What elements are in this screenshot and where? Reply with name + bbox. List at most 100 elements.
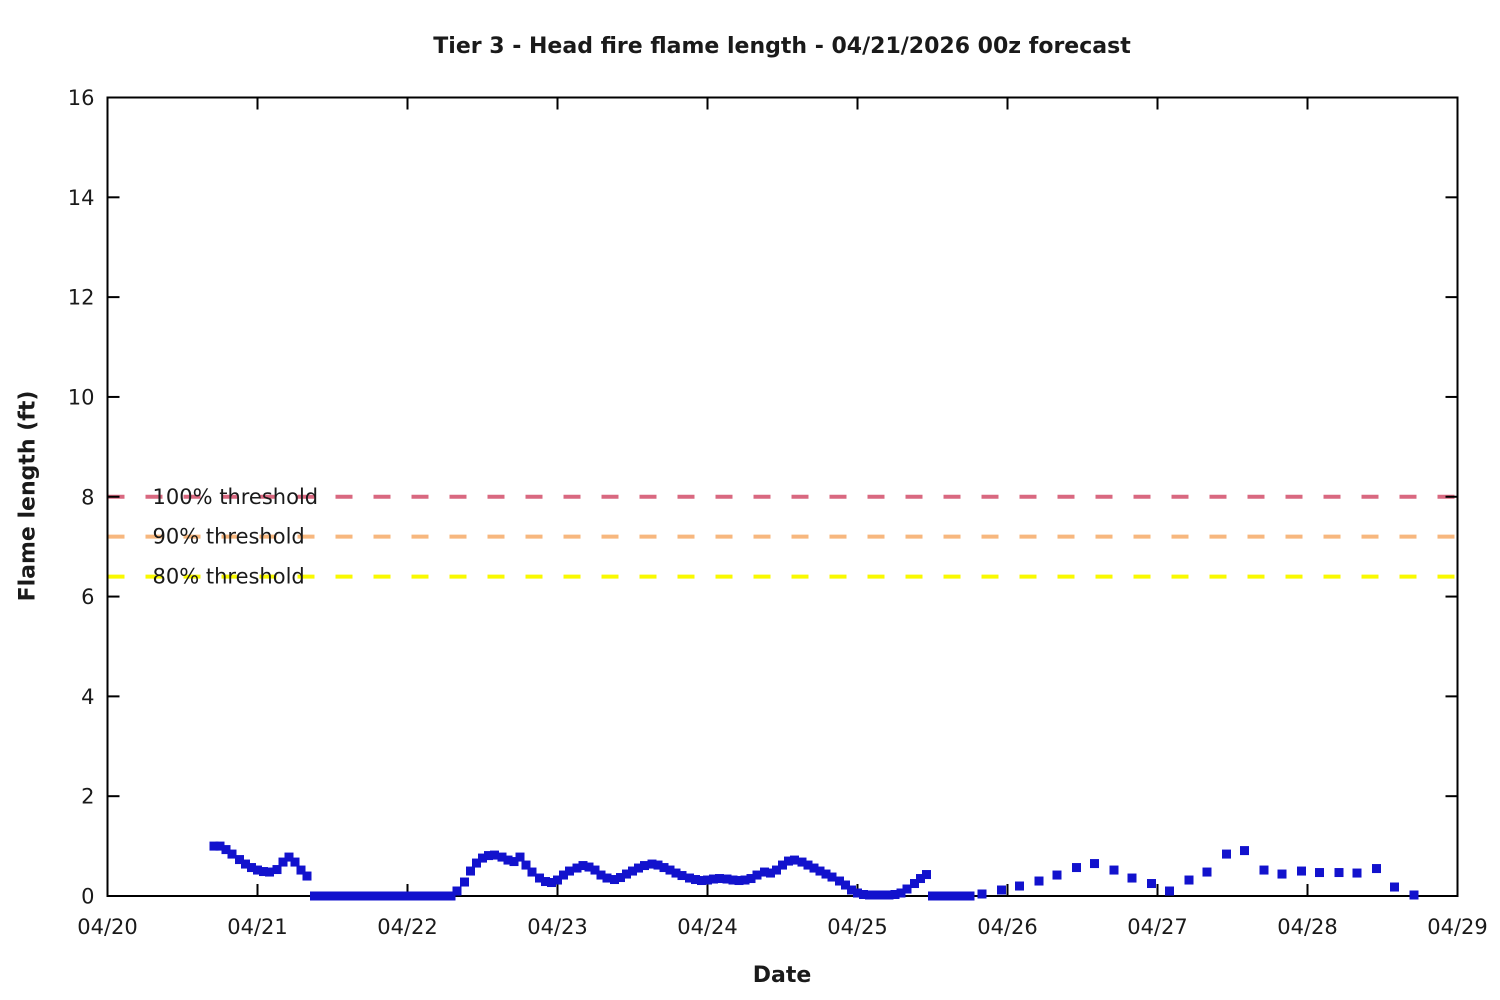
data-point	[1165, 886, 1174, 896]
data-point	[790, 855, 799, 865]
data-point	[916, 874, 925, 884]
data-point	[1109, 865, 1119, 875]
data-point	[1015, 881, 1024, 891]
y-tick-label: 0	[81, 885, 94, 909]
data-point	[728, 875, 738, 885]
data-point	[760, 867, 769, 877]
data-point	[859, 890, 868, 900]
data-point	[677, 871, 687, 881]
data-point	[1334, 868, 1344, 878]
data-point	[497, 852, 507, 862]
data-point	[709, 874, 718, 884]
data-point	[766, 868, 775, 878]
data-point	[1147, 879, 1156, 889]
data-point	[466, 866, 475, 876]
data-point	[559, 870, 568, 880]
data-point	[835, 876, 844, 886]
data-point	[752, 870, 762, 880]
data-point	[1072, 863, 1081, 873]
x-tick-label: 04/26	[977, 915, 1038, 939]
data-point	[884, 890, 894, 900]
data-point	[541, 877, 550, 887]
data-point	[715, 874, 724, 884]
data-point	[527, 867, 537, 877]
x-tick-label: 04/20	[77, 915, 138, 939]
data-point	[778, 860, 787, 870]
data-point	[847, 885, 856, 895]
data-point	[578, 861, 588, 871]
data-point	[665, 865, 675, 875]
data-point	[253, 865, 262, 875]
data-point	[590, 865, 600, 875]
data-point	[302, 871, 312, 881]
data-point	[553, 875, 562, 885]
data-point	[328, 891, 337, 901]
data-point	[697, 876, 706, 886]
data-point	[616, 873, 625, 883]
data-point	[1184, 875, 1194, 885]
data-point	[1297, 866, 1306, 876]
data-point	[221, 845, 231, 855]
data-point	[797, 857, 807, 867]
data-point	[902, 884, 912, 894]
data-point	[1240, 846, 1249, 856]
data-point	[1127, 873, 1137, 883]
data-point	[872, 890, 882, 900]
data-point	[772, 865, 781, 875]
data-point	[235, 855, 244, 865]
data-point	[934, 891, 943, 901]
data-point	[227, 849, 237, 859]
data-point	[827, 872, 837, 882]
data-point	[821, 869, 831, 879]
data-point	[703, 875, 712, 885]
data-point	[997, 885, 1006, 895]
data-point	[340, 891, 349, 901]
data-point	[535, 873, 544, 883]
data-point	[865, 890, 874, 900]
data-point	[653, 860, 663, 870]
data-point	[347, 891, 357, 901]
data-point	[428, 891, 438, 901]
data-point	[1090, 859, 1099, 869]
data-point	[602, 873, 612, 883]
data-point	[947, 891, 957, 901]
data-point	[959, 891, 969, 901]
data-point	[1259, 865, 1269, 875]
data-point	[1034, 876, 1044, 886]
x-tick-label: 04/29	[1427, 915, 1488, 939]
data-point	[940, 891, 949, 901]
data-point	[572, 863, 582, 873]
y-axis-title: Flame length (ft)	[15, 390, 41, 602]
data-point	[965, 891, 975, 901]
data-point	[446, 891, 456, 901]
data-point	[503, 855, 513, 865]
data-point	[841, 880, 850, 890]
data-point	[278, 857, 288, 867]
data-point	[1390, 882, 1399, 892]
data-point	[484, 851, 493, 861]
data-point	[521, 860, 531, 870]
threshold-labels: 100% threshold 90% threshold 80% threshold	[153, 485, 319, 589]
data-point	[691, 875, 700, 885]
x-tick-label: 04/27	[1127, 915, 1188, 939]
data-point	[784, 856, 793, 866]
data-point	[878, 890, 888, 900]
data-point	[353, 891, 363, 901]
data-point	[610, 875, 619, 885]
x-tick-label: 04/21	[227, 915, 288, 939]
data-point	[547, 878, 556, 888]
data-point	[1052, 870, 1062, 880]
data-point	[809, 863, 819, 873]
data-point	[722, 874, 732, 884]
data-point	[478, 853, 487, 863]
data-point	[803, 860, 813, 870]
y-tick-label: 14	[68, 186, 95, 210]
data-point	[671, 868, 681, 878]
chart-title: Tier 3 - Head fire flame length - 04/21/…	[433, 34, 1131, 59]
data-point	[1409, 890, 1419, 900]
y-tick-label: 16	[68, 86, 95, 110]
data-point	[628, 866, 637, 876]
data-point	[415, 891, 424, 901]
data-point	[241, 859, 250, 869]
